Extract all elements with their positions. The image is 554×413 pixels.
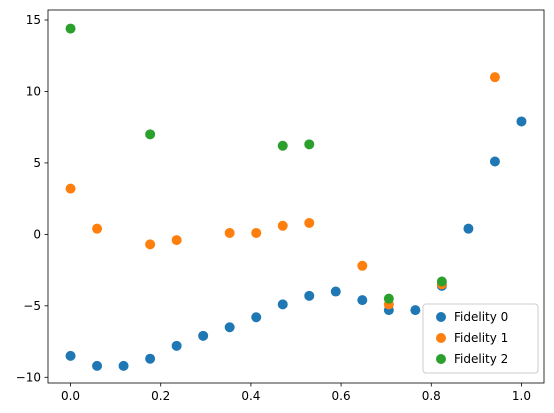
point-series-1-7 <box>304 217 315 228</box>
point-series-0-16 <box>489 156 500 167</box>
point-series-1-8 <box>357 260 368 271</box>
point-series-1-1 <box>92 223 103 234</box>
x-tick-label: 0.6 <box>332 389 351 403</box>
point-series-2-1 <box>145 129 156 140</box>
point-series-2-5 <box>436 276 447 287</box>
legend-marker-fidelity-0 <box>436 312 446 322</box>
point-series-0-11 <box>357 295 368 306</box>
point-series-0-1 <box>92 360 103 371</box>
point-series-0-17 <box>516 116 527 127</box>
point-series-0-5 <box>198 330 209 341</box>
point-series-2-3 <box>304 139 315 150</box>
point-series-1-3 <box>171 235 182 246</box>
x-tick-label: 1.0 <box>512 389 531 403</box>
x-tick-label: 0.0 <box>61 389 80 403</box>
y-tick-label: −5 <box>23 299 41 313</box>
point-series-2-2 <box>277 140 288 151</box>
point-series-1-5 <box>251 227 262 238</box>
legend-label-fidelity-2: Fidelity 2 <box>454 352 508 366</box>
point-series-1-2 <box>145 239 156 250</box>
point-series-0-4 <box>171 340 182 351</box>
legend: Fidelity 0 Fidelity 1 Fidelity 2 <box>422 303 539 374</box>
point-series-2-4 <box>383 293 394 304</box>
legend-label-fidelity-0: Fidelity 0 <box>454 310 508 324</box>
point-series-0-7 <box>251 312 262 323</box>
point-series-0-6 <box>224 322 235 333</box>
point-series-1-11 <box>489 72 500 83</box>
point-series-0-2 <box>118 360 129 371</box>
legend-marker-fidelity-2 <box>436 354 446 364</box>
point-series-0-15 <box>463 223 474 234</box>
point-series-0-13 <box>410 305 421 316</box>
y-tick-label: −10 <box>16 370 41 384</box>
point-series-0-10 <box>330 286 341 297</box>
data-points <box>65 23 527 371</box>
point-series-0-3 <box>145 353 156 364</box>
x-tick-label: 0.4 <box>241 389 260 403</box>
legend-label-fidelity-1: Fidelity 1 <box>454 331 508 345</box>
y-tick-label: 15 <box>26 13 41 27</box>
y-axis-ticks: −10 −5 0 5 10 15 <box>16 13 48 384</box>
y-tick-label: 5 <box>33 156 41 170</box>
x-tick-label: 0.8 <box>422 389 441 403</box>
y-tick-label: 0 <box>33 227 41 241</box>
point-series-0-8 <box>277 299 288 310</box>
x-axis-ticks: 0.0 0.2 0.4 0.6 0.8 1.0 <box>61 383 531 403</box>
legend-box <box>422 303 539 374</box>
point-series-1-6 <box>277 220 288 231</box>
x-tick-label: 0.2 <box>151 389 170 403</box>
point-series-2-0 <box>65 23 76 34</box>
plot-frame <box>47 9 545 384</box>
point-series-1-0 <box>65 183 76 194</box>
series-fidelity-2 <box>65 23 447 304</box>
series-fidelity-0 <box>65 116 527 371</box>
point-series-1-4 <box>224 227 235 238</box>
y-tick-label: 10 <box>26 84 41 98</box>
point-series-0-9 <box>304 290 315 301</box>
legend-marker-fidelity-1 <box>436 333 446 343</box>
point-series-0-0 <box>65 350 76 361</box>
